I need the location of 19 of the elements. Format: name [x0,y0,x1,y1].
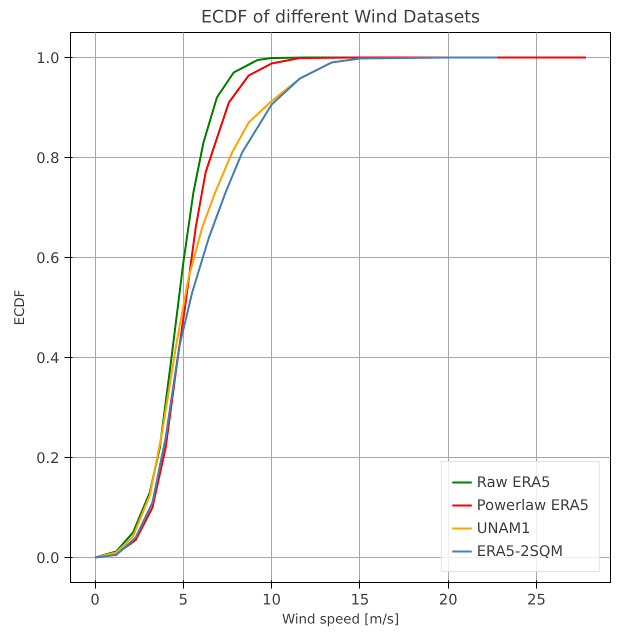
y-tick-label: 0.2 [36,450,60,467]
y-tick-label: 0.6 [36,250,60,267]
chart-title: ECDF of different Wind Datasets [200,8,480,28]
legend-label: Powerlaw ERA5 [476,496,589,514]
x-tick-label: 0 [90,592,100,608]
x-tick-label: 20 [438,592,458,608]
legend-label: UNAM1 [476,520,530,536]
x-tick-label: 25 [527,592,546,608]
y-axis-title: ECDF [13,290,28,326]
x-tick-label: 15 [350,592,370,608]
x-tick-label: 5 [178,592,188,608]
y-tick-label: 0.0 [36,550,60,567]
y-tick-label: 0.4 [36,350,60,367]
y-tick-label: 0.8 [36,150,60,167]
legend-label: ERA5-2SQM [476,542,564,560]
x-axis-title: Wind speed [m/s] [282,612,400,628]
legend-label: Raw ERA5 [476,474,550,490]
y-tick-label: 1.0 [36,50,60,67]
x-tick-label: 10 [262,592,281,608]
